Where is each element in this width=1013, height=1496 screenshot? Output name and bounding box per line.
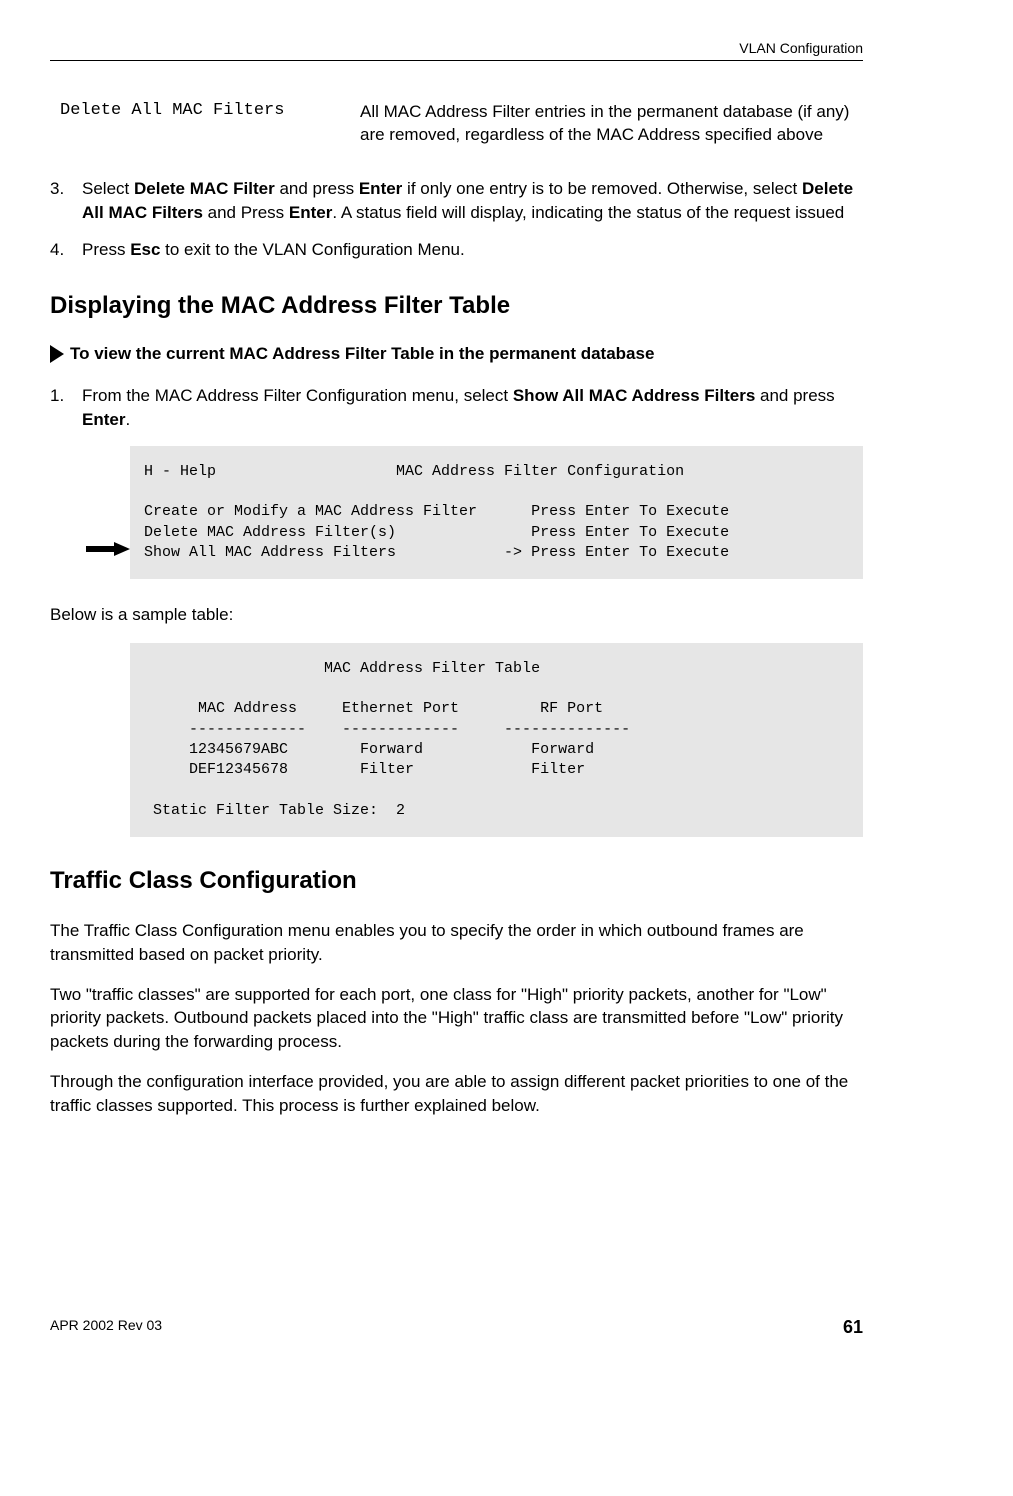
- definition-row: Delete All MAC Filters All MAC Address F…: [50, 101, 863, 147]
- step-4: 4. Press Esc to exit to the VLAN Configu…: [50, 238, 863, 262]
- procedure-title: To view the current MAC Address Filter T…: [70, 344, 654, 364]
- pointer-arrow-icon: [86, 542, 130, 556]
- code-block-table: MAC Address Filter Table MAC Address Eth…: [130, 643, 863, 837]
- arrow-right-icon: [50, 345, 70, 363]
- step-text: From the MAC Address Filter Configuratio…: [82, 384, 863, 432]
- sample-intro: Below is a sample table:: [50, 603, 863, 627]
- page-header: VLAN Configuration: [50, 40, 863, 61]
- procedure-heading: To view the current MAC Address Filter T…: [50, 344, 863, 364]
- code-block-menu: H - Help MAC Address Filter Configuratio…: [130, 446, 863, 579]
- section-heading-traffic-class: Traffic Class Configuration: [50, 867, 863, 895]
- definition-term: Delete All MAC Filters: [50, 101, 360, 147]
- step-number: 3.: [50, 177, 82, 225]
- step-3: 3. Select Delete MAC Filter and press En…: [50, 177, 863, 225]
- definition-description: All MAC Address Filter entries in the pe…: [360, 101, 863, 147]
- footer-date: APR 2002 Rev 03: [50, 1317, 162, 1338]
- page-footer: APR 2002 Rev 03 61: [50, 1317, 863, 1338]
- step-number: 1.: [50, 384, 82, 432]
- step-text: Press Esc to exit to the VLAN Configurat…: [82, 238, 465, 262]
- paragraph: Two "traffic classes" are supported for …: [50, 983, 863, 1054]
- code-text: H - Help MAC Address Filter Configuratio…: [130, 446, 863, 579]
- paragraph: The Traffic Class Configuration menu ena…: [50, 919, 863, 967]
- step-text: Select Delete MAC Filter and press Enter…: [82, 177, 863, 225]
- step-number: 4.: [50, 238, 82, 262]
- paragraph: Through the configuration interface prov…: [50, 1070, 863, 1118]
- code-text: MAC Address Filter Table MAC Address Eth…: [130, 643, 863, 837]
- step-1: 1. From the MAC Address Filter Configura…: [50, 384, 863, 432]
- footer-page-number: 61: [843, 1317, 863, 1338]
- section-heading-display-mac: Displaying the MAC Address Filter Table: [50, 292, 863, 320]
